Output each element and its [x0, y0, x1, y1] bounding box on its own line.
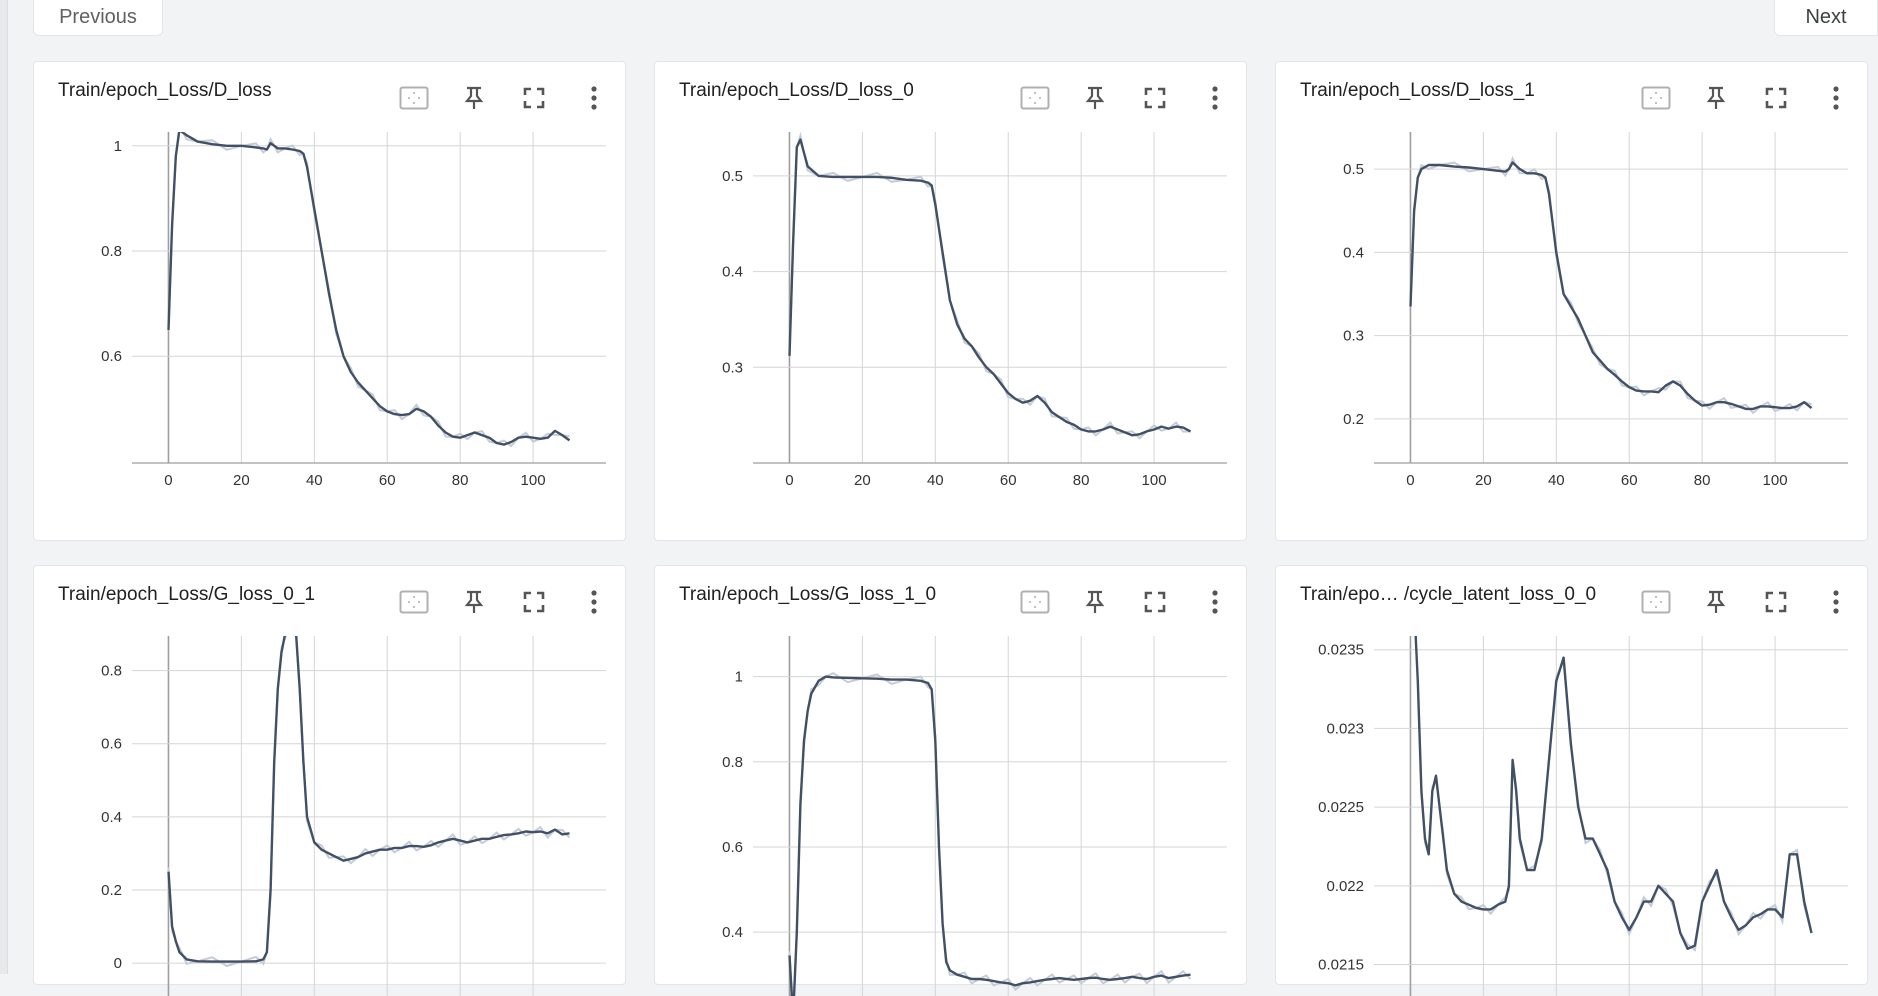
fit-domain-icon[interactable]: [396, 80, 432, 116]
chart-card: Train/epoch_Loss/G_loss_1_0 0.4 0.6 0.8 1: [654, 565, 1247, 996]
line-chart[interactable]: 0.6 0.8 1 0 20 40 60 80 100: [34, 132, 627, 492]
fullscreen-icon[interactable]: [516, 584, 552, 620]
more-vert-icon[interactable]: [576, 584, 612, 620]
chart-title: Train/epoch_Loss/G_loss_1_0: [679, 584, 937, 605]
y-tick-label: 0.0235: [1318, 642, 1364, 659]
fit-domain-icon[interactable]: [1017, 80, 1053, 116]
chart-card: Train/epo… /cycle_latent_loss_0_0 0.0215 0…: [1275, 565, 1868, 996]
x-tick-label: 80: [1073, 472, 1090, 489]
x-tick-label: 40: [306, 472, 323, 489]
chart-card: Train/epoch_Loss/G_loss_0_1 0 0.2 0.4 0.6 0.8: [33, 565, 626, 996]
y-tick-label: 0.5: [722, 168, 743, 185]
y-tick-label: 0.3: [722, 359, 743, 376]
x-tick-label: 80: [1694, 472, 1711, 489]
raw-series-line: [1409, 155, 1812, 415]
fit-domain-icon[interactable]: [1017, 584, 1053, 620]
pin-icon[interactable]: [1077, 80, 1113, 116]
y-tick-label: 0.8: [101, 663, 122, 680]
pin-icon[interactable]: [1698, 584, 1734, 620]
left-rail: [0, 0, 8, 974]
chart-title: Train/epoch_Loss/D_loss_0: [679, 80, 914, 101]
smoothed-series-line: [167, 132, 571, 446]
raw-series-line: [1414, 636, 1813, 952]
y-tick-label: 0.0225: [1318, 799, 1364, 816]
smoothed-series-line: [788, 675, 1191, 996]
smoothed-series-line: [788, 138, 1192, 437]
fullscreen-icon[interactable]: [1758, 80, 1794, 116]
y-tick-label: 0.6: [101, 348, 122, 365]
y-tick-label: 0.6: [101, 736, 122, 753]
chart-card: Train/epoch_Loss/D_loss_0 0.3 0.4 0.5 0 20 40 6…: [654, 61, 1247, 541]
y-tick-label: 1: [114, 138, 122, 155]
fit-domain-icon[interactable]: [1638, 80, 1674, 116]
smoothed-series-line: [167, 636, 570, 963]
fit-domain-icon[interactable]: [1638, 584, 1674, 620]
chart-card: Train/epoch_Loss/D_loss 0.6 0.8 1 0 20 40 60 80 1…: [33, 61, 626, 541]
line-chart[interactable]: 0.4 0.6 0.8 1: [655, 636, 1248, 996]
fit-domain-icon[interactable]: [396, 584, 432, 620]
next-button[interactable]: Next: [1774, 0, 1878, 36]
chart-title: Train/epoch_Loss/D_loss_1: [1300, 80, 1535, 101]
pin-icon[interactable]: [456, 80, 492, 116]
y-tick-label: 0.4: [722, 924, 743, 941]
y-tick-label: 0.8: [101, 243, 122, 260]
more-vert-icon[interactable]: [1197, 80, 1233, 116]
chart-title: Train/epoch_Loss/D_loss: [58, 80, 272, 101]
x-tick-label: 20: [854, 472, 871, 489]
y-tick-label: 0.022: [1326, 878, 1364, 895]
x-tick-label: 0: [785, 472, 793, 489]
y-tick-label: 0.4: [1343, 244, 1364, 261]
raw-series-line: [788, 671, 1192, 996]
raw-series-line: [167, 636, 571, 968]
x-tick-label: 40: [927, 472, 944, 489]
more-vert-icon[interactable]: [576, 80, 612, 116]
y-tick-label: 0.2: [1343, 411, 1364, 428]
chart-title: Train/epoch_Loss/G_loss_0_1: [58, 584, 316, 605]
x-tick-label: 100: [1142, 472, 1167, 489]
pin-icon[interactable]: [1077, 584, 1113, 620]
line-chart[interactable]: 0.0215 0.022 0.0225 0.023 0.0235: [1276, 636, 1869, 996]
chart-card: Train/epoch_Loss/D_loss_1 0.2 0.3 0.4 0.5 0 20…: [1275, 61, 1868, 541]
previous-button[interactable]: Previous: [33, 0, 163, 36]
x-tick-label: 0: [1406, 472, 1414, 489]
smoothed-series-line: [1409, 161, 1813, 411]
more-vert-icon[interactable]: [1818, 584, 1854, 620]
more-vert-icon[interactable]: [1197, 584, 1233, 620]
line-chart[interactable]: 0 0.2 0.4 0.6 0.8: [34, 636, 627, 996]
pin-icon[interactable]: [456, 584, 492, 620]
fullscreen-icon[interactable]: [1137, 584, 1173, 620]
raw-series-line: [788, 132, 1191, 440]
y-tick-label: 0.3: [1343, 328, 1364, 345]
x-tick-label: 100: [521, 472, 546, 489]
x-tick-label: 100: [1763, 472, 1788, 489]
fullscreen-icon[interactable]: [1758, 584, 1794, 620]
x-tick-label: 60: [1621, 472, 1638, 489]
y-tick-label: 0.4: [722, 264, 743, 281]
line-chart[interactable]: 0.3 0.4 0.5 0 20 40 60 80 100: [655, 132, 1248, 492]
chart-title: Train/epo… /cycle_latent_loss_0_0: [1300, 584, 1597, 605]
raw-series-line: [167, 132, 570, 448]
x-tick-label: 60: [1000, 472, 1017, 489]
x-tick-label: 40: [1548, 472, 1565, 489]
y-tick-label: 0.023: [1326, 720, 1364, 737]
y-tick-label: 1: [735, 669, 743, 686]
y-tick-label: 0.4: [101, 809, 122, 826]
y-tick-label: 0.2: [101, 882, 122, 899]
smoothed-series-line: [1414, 636, 1813, 950]
y-tick-label: 0.8: [722, 754, 743, 771]
y-tick-label: 0: [114, 955, 122, 972]
y-tick-label: 0.6: [722, 839, 743, 856]
more-vert-icon[interactable]: [1818, 80, 1854, 116]
fullscreen-icon[interactable]: [516, 80, 552, 116]
line-chart[interactable]: 0.2 0.3 0.4 0.5 0 20 40 60 80 100: [1276, 132, 1869, 492]
y-tick-label: 0.5: [1343, 161, 1364, 178]
pin-icon[interactable]: [1698, 80, 1734, 116]
x-tick-label: 20: [1475, 472, 1492, 489]
y-tick-label: 0.0215: [1318, 957, 1364, 974]
x-tick-label: 80: [452, 472, 469, 489]
x-tick-label: 60: [379, 472, 396, 489]
x-tick-label: 20: [233, 472, 250, 489]
fullscreen-icon[interactable]: [1137, 80, 1173, 116]
x-tick-label: 0: [164, 472, 172, 489]
